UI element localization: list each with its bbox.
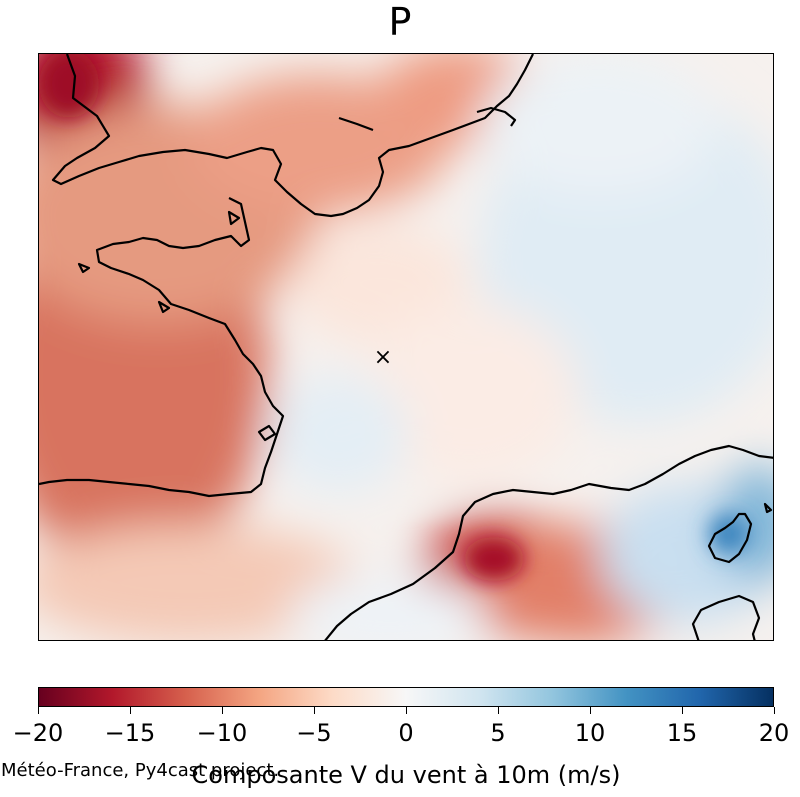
colorbar-tick-label: −10 [196, 719, 248, 747]
colorbar-tick [313, 707, 315, 714]
map-svg: × [39, 54, 773, 640]
colorbar-tick-label: 15 [666, 719, 698, 747]
location-marker: × [374, 345, 392, 370]
colorbar-tick [773, 707, 775, 714]
colorbar-tick [497, 707, 499, 714]
colorbar-tick-label: −15 [104, 719, 156, 747]
colorbar-tick [589, 707, 591, 714]
figure-title: P [388, 0, 412, 44]
colorbar-tick [681, 707, 683, 714]
colorbar-tick-label: 5 [490, 719, 506, 747]
credit-text: Météo-France, Py4cast project. [1, 760, 280, 781]
colorbar-tick [129, 707, 131, 714]
colorbar-tick-label: 20 [758, 719, 790, 747]
colorbar-tick [37, 707, 39, 714]
colorbar-tick [221, 707, 223, 714]
colorbar-tick-label: −5 [296, 719, 332, 747]
colorbar [38, 687, 774, 707]
colorbar-tick-label: −20 [12, 719, 64, 747]
colorbar-tick [405, 707, 407, 714]
coastline [39, 54, 773, 640]
colorbar-tick-label: 10 [574, 719, 606, 747]
colorbar-tick-label: 0 [398, 719, 414, 747]
colorbar-label: Composante V du vent à 10m (m/s) [191, 761, 621, 789]
wind-map: × [38, 53, 774, 641]
